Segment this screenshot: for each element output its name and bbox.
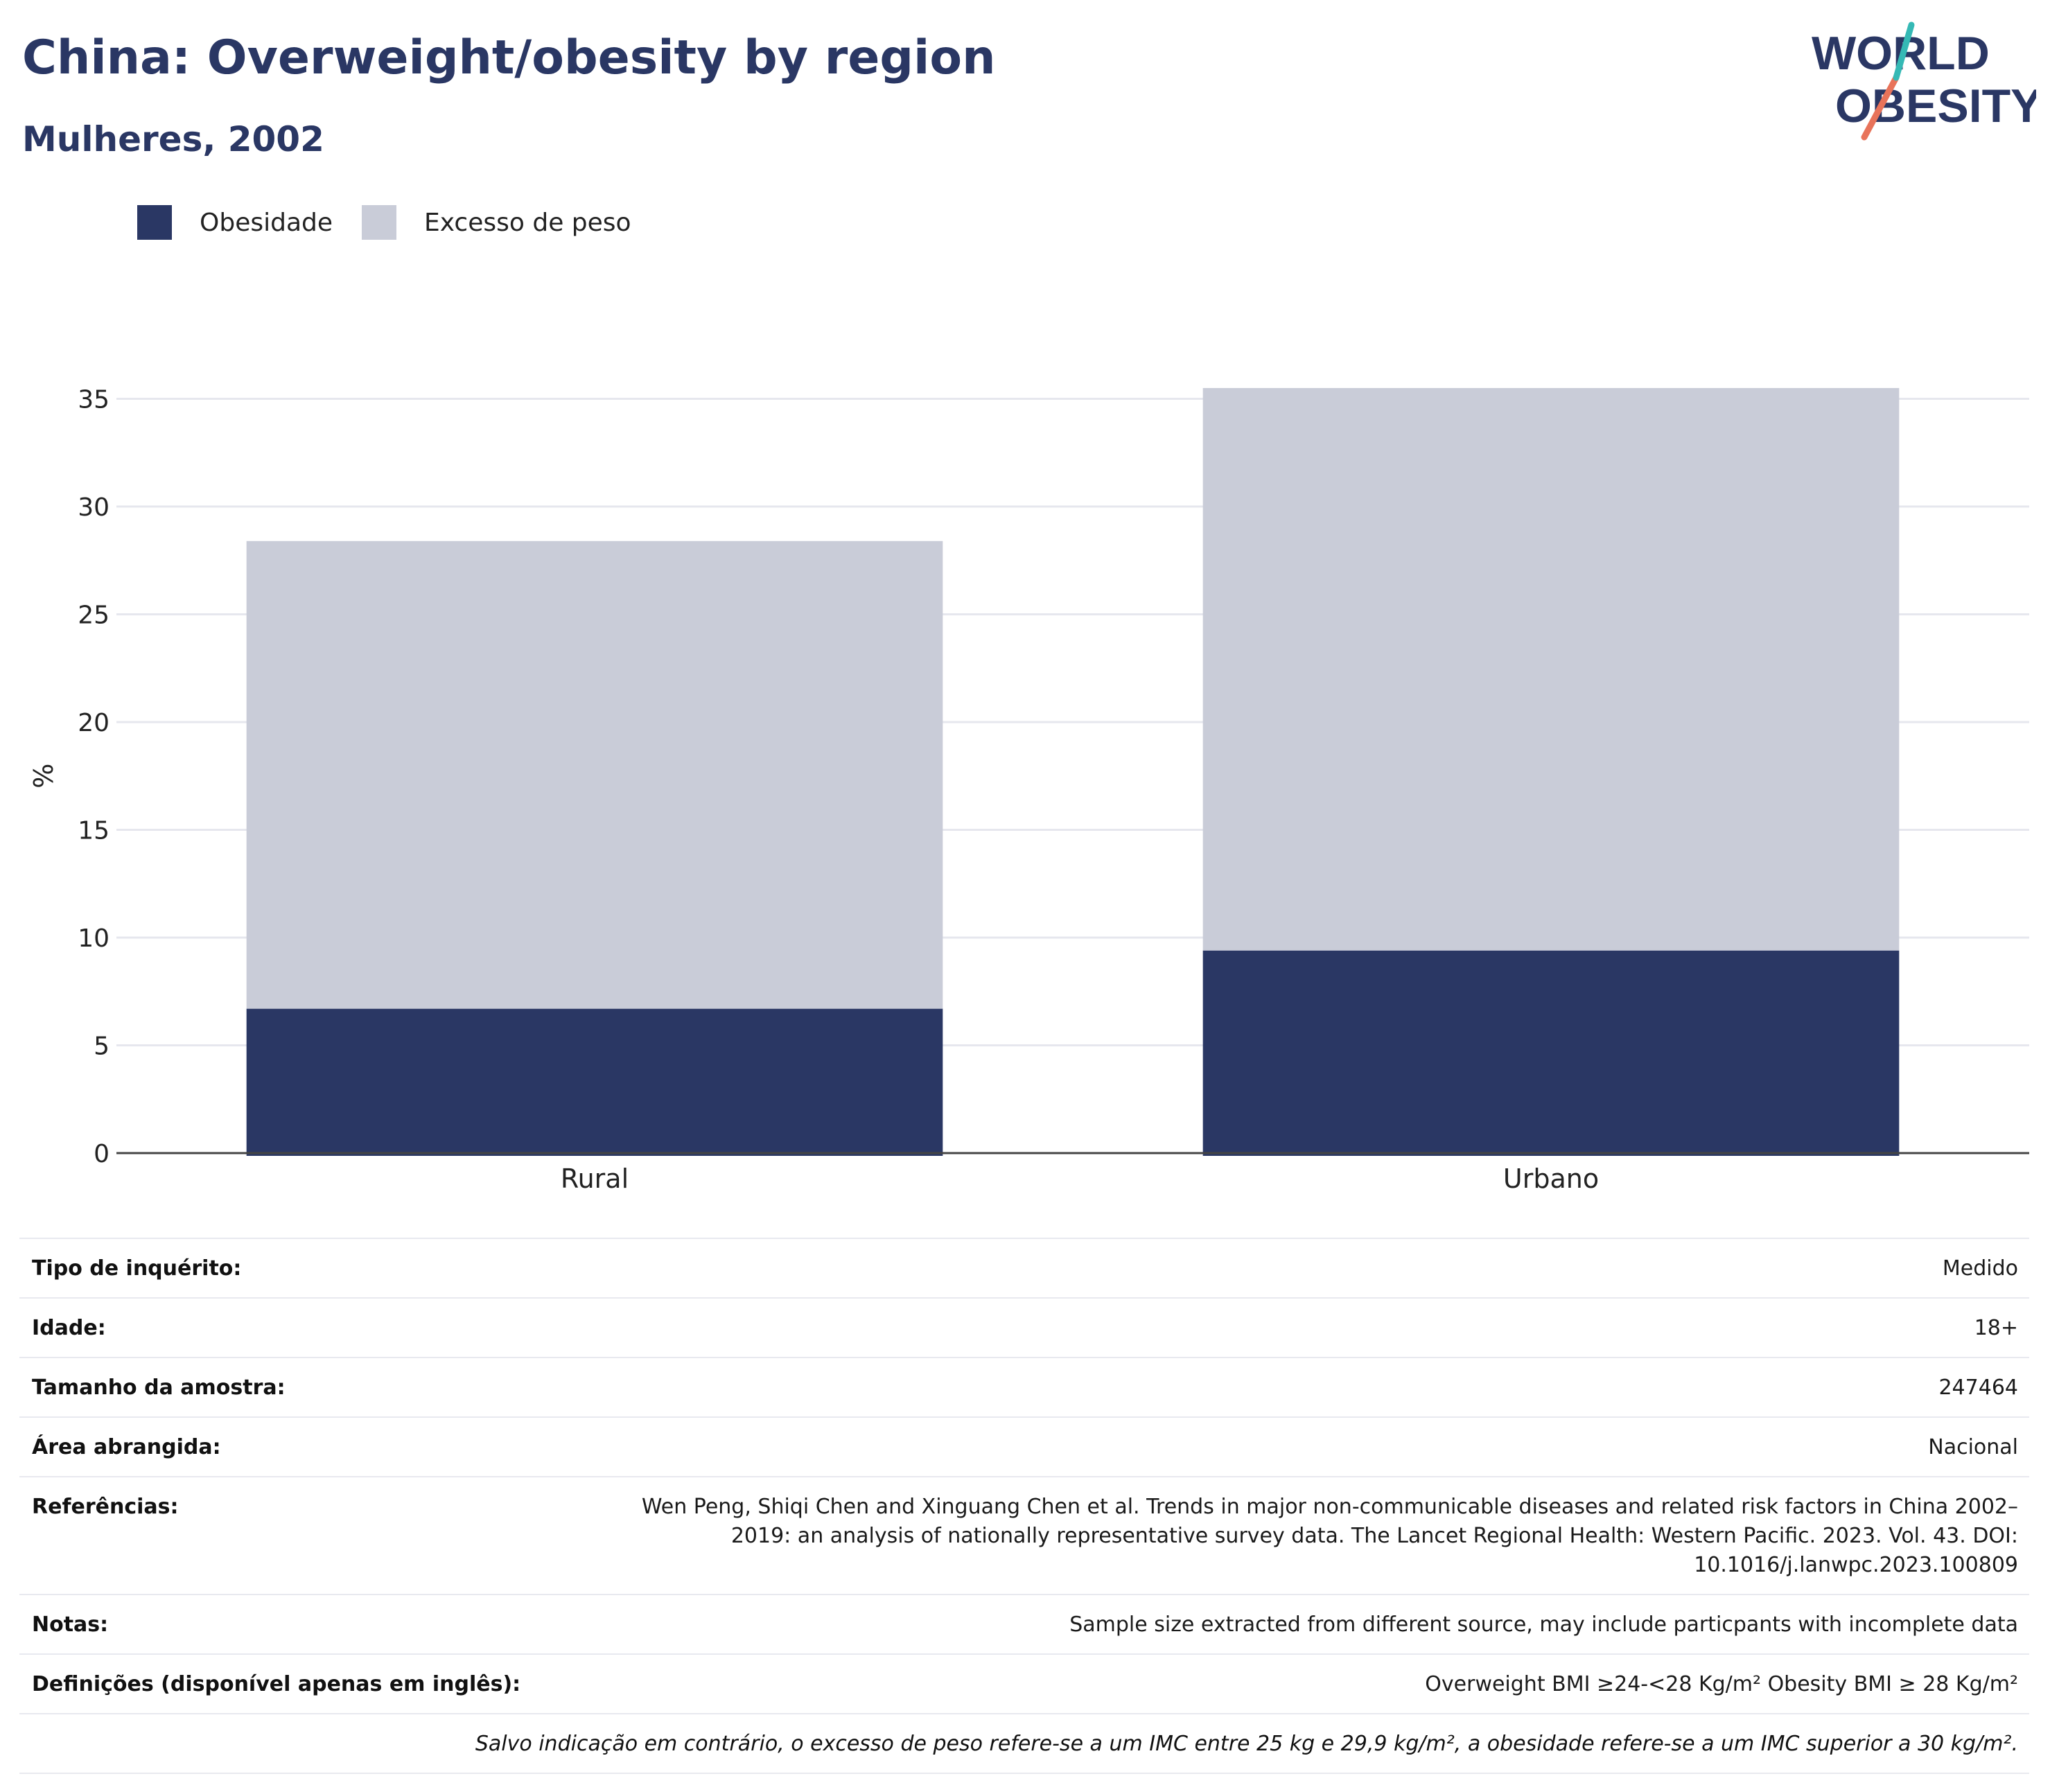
logo-slash-coral	[1861, 74, 1900, 141]
bar-segment-overweight-rural[interactable]	[246, 541, 943, 1009]
legend-swatch-obesity	[137, 205, 172, 240]
bar-segment-obesity-urbano[interactable]	[1202, 950, 1900, 1156]
info-row: Tamanho da amostra: 247464	[19, 1358, 2029, 1418]
info-row: Definições (disponível apenas em inglês)…	[19, 1655, 2029, 1714]
info-row: Área abrangida: Nacional	[19, 1418, 2029, 1477]
info-value: Sample size extracted from different sou…	[1069, 1613, 2018, 1637]
info-row: Tipo de inquérito: Medido	[19, 1239, 2029, 1299]
chart-title: China: Overweight/obesity by region	[22, 30, 996, 85]
y-tick-label: 30	[78, 493, 109, 522]
y-axis-label: %	[28, 764, 59, 789]
chart-legend: Obesidade Excesso de peso	[137, 205, 660, 240]
info-value: 18+	[1974, 1316, 2018, 1340]
bar-segment-obesity-rural[interactable]	[246, 1008, 943, 1156]
info-value: Nacional	[1928, 1435, 2018, 1459]
info-label: Idade:	[32, 1316, 106, 1340]
bar-segment-overweight-urbano[interactable]	[1202, 387, 1900, 951]
y-tick-label: 20	[78, 709, 109, 737]
x-tick-label: Rural	[561, 1163, 629, 1194]
y-tick-label: 15	[78, 817, 109, 845]
y-tick-label: 35	[78, 386, 109, 414]
info-label: Definições (disponível apenas em inglês)…	[32, 1672, 521, 1696]
chart-subtitle: Mulheres, 2002	[22, 119, 324, 159]
y-tick-label: 5	[94, 1033, 109, 1061]
survey-info-table: Tipo de inquérito: Medido Idade: 18+ Tamanho…	[19, 1238, 2029, 1774]
legend-label-obesity: Obesidade	[200, 208, 333, 237]
info-row: Notas: Sample size extracted from differe…	[19, 1595, 2029, 1655]
legend-item-obesity[interactable]: Obesidade	[137, 205, 333, 240]
world-obesity-logo: WORLD OBESITY	[1812, 21, 2036, 141]
info-value: Medido	[1942, 1256, 2018, 1281]
info-row: Idade: 18+	[19, 1299, 2029, 1358]
legend-label-overweight: Excesso de peso	[424, 208, 631, 237]
x-tick-label: Urbano	[1503, 1163, 1599, 1194]
info-value: Wen Peng, Shiqi Chen and Xinguang Chen e…	[641, 1495, 2018, 1577]
legend-item-overweight[interactable]: Excesso de peso	[362, 205, 631, 240]
footnote: Salvo indicação em contrário, o excesso …	[19, 1714, 2029, 1774]
stacked-bar-chart: 0 5 10 15 20 25 30 35% Rural Urbano	[28, 386, 2029, 1194]
y-tick-label: 10	[78, 924, 109, 953]
info-label: Tamanho da amostra:	[32, 1376, 286, 1400]
info-label: Referências:	[32, 1495, 179, 1519]
info-label: Tipo de inquérito:	[32, 1256, 242, 1281]
legend-swatch-overweight	[362, 205, 397, 240]
y-tick-label: 0	[94, 1140, 109, 1168]
info-label: Notas:	[32, 1613, 109, 1637]
info-value: 247464	[1938, 1376, 2018, 1400]
logo-slash-teal	[1893, 21, 1915, 81]
logo-line2: OBESITY	[1835, 80, 2036, 132]
info-row: Referências: Wen Peng, Shiqi Chen and Xin…	[19, 1477, 2029, 1595]
info-label: Área abrangida:	[32, 1435, 221, 1459]
info-value: Overweight BMI ≥24-<28 Kg/m² Obesity BMI…	[1425, 1672, 2018, 1696]
y-tick-label: 25	[78, 601, 109, 630]
